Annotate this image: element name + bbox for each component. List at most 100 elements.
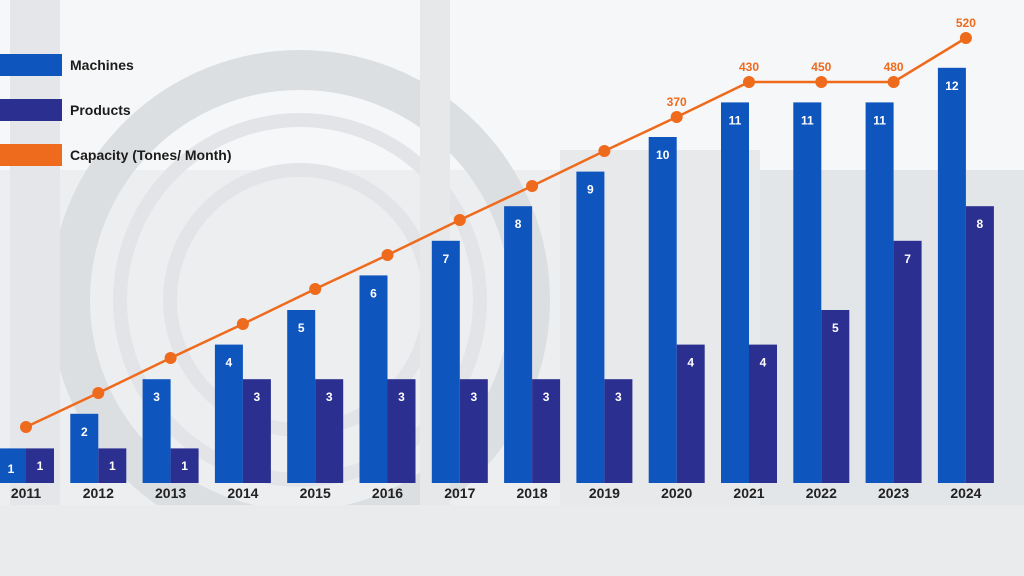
legend-swatch-machines xyxy=(0,54,62,76)
bar-machines-2015 xyxy=(287,310,316,483)
bar-machines-2022 xyxy=(793,102,822,484)
tick-label-2013: 2013 xyxy=(155,485,186,501)
capacity-point-2021 xyxy=(743,76,755,88)
bar-machines-2011 xyxy=(0,448,26,483)
capacity-label-2022: 450 xyxy=(811,60,831,74)
tick-label-2017: 2017 xyxy=(444,485,475,501)
bar-products-2017 xyxy=(459,379,488,483)
label-products-2012: 1 xyxy=(109,459,116,473)
label-products-2023: 7 xyxy=(904,252,911,266)
legend-item-capacity: Capacity (Tones/ Month) xyxy=(0,144,232,166)
tick-label-2016: 2016 xyxy=(372,485,403,501)
label-products-2014: 3 xyxy=(254,390,261,404)
bar-machines-2013 xyxy=(142,379,171,483)
label-machines-2020: 10 xyxy=(656,148,670,162)
tick-label-2018: 2018 xyxy=(517,485,548,501)
bars-layer xyxy=(0,67,994,484)
bar-products-2024 xyxy=(965,206,994,483)
bar-products-2018 xyxy=(532,379,561,483)
capacity-line-layer: 370 430 450 480 520 xyxy=(20,16,976,433)
capacity-label-2023: 480 xyxy=(884,60,904,74)
bar-machines-2019 xyxy=(576,171,605,483)
label-machines-2017: 7 xyxy=(442,252,449,266)
bar-products-2023 xyxy=(893,240,922,483)
label-products-2018: 3 xyxy=(543,390,550,404)
capacity-point-2016 xyxy=(381,249,394,261)
legend-label-capacity: Capacity (Tones/ Month) xyxy=(70,147,232,163)
label-machines-2014: 4 xyxy=(226,356,233,370)
capacity-point-2019 xyxy=(598,145,611,157)
bar-products-2019 xyxy=(604,379,633,483)
capacity-label-2020: 370 xyxy=(667,95,687,109)
capacity-label-2024: 520 xyxy=(956,16,976,30)
bar-products-2020 xyxy=(676,344,705,483)
tick-label-2023: 2023 xyxy=(878,485,909,501)
tick-label-2014: 2014 xyxy=(227,485,258,501)
label-machines-2023: 11 xyxy=(873,113,886,127)
bar-products-2021 xyxy=(749,344,777,483)
bar-machines-2018 xyxy=(504,206,533,483)
x-axis-ticks: 2011 2012 2013 2014 2015 2016 2017 2018 2019 2020… xyxy=(11,485,982,501)
bar-products-2011 xyxy=(26,448,54,483)
capacity-point-2023 xyxy=(887,76,900,88)
label-machines-2016: 6 xyxy=(370,286,377,300)
capacity-point-2014 xyxy=(236,318,249,330)
legend-item-products: Products xyxy=(0,99,232,121)
label-machines-2022: 11 xyxy=(801,113,814,127)
label-machines-2024: 12 xyxy=(945,79,959,93)
label-products-2015: 3 xyxy=(326,390,333,404)
label-products-2019: 3 xyxy=(615,390,622,404)
bar-products-2015 xyxy=(315,379,344,483)
label-products-2017: 3 xyxy=(470,390,477,404)
capacity-point-2011 xyxy=(20,421,32,433)
label-machines-2011: 1 xyxy=(8,462,15,476)
legend-item-machines: Machines xyxy=(0,54,232,76)
bar-products-2013 xyxy=(170,448,199,483)
tick-label-2011: 2011 xyxy=(11,485,42,501)
tick-label-2024: 2024 xyxy=(950,485,981,501)
label-machines-2019: 9 xyxy=(587,183,594,197)
legend-swatch-products xyxy=(0,99,62,121)
bar-products-2016 xyxy=(387,379,416,483)
tick-label-2012: 2012 xyxy=(83,485,114,501)
bar-machines-2024 xyxy=(937,67,966,484)
capacity-point-2020 xyxy=(670,111,683,123)
bar-machines-2021 xyxy=(721,102,749,484)
capacity-point-2022 xyxy=(815,76,828,88)
label-machines-2012: 2 xyxy=(81,425,88,439)
label-products-2016: 3 xyxy=(398,390,405,404)
label-products-2013: 1 xyxy=(181,459,188,473)
tick-label-2019: 2019 xyxy=(589,485,620,501)
label-products-2021: 4 xyxy=(760,356,767,370)
capacity-point-2024 xyxy=(959,32,972,44)
bar-machines-2012 xyxy=(70,413,99,483)
capacity-point-2013 xyxy=(164,352,177,364)
capacity-point-2017 xyxy=(453,214,466,226)
capacity-label-2021: 430 xyxy=(739,60,759,74)
legend-label-products: Products xyxy=(70,102,131,118)
label-products-2022: 5 xyxy=(832,321,839,335)
bar-machines-2020 xyxy=(648,137,677,483)
label-products-2011: 1 xyxy=(37,459,44,473)
label-machines-2013: 3 xyxy=(153,390,160,404)
capacity-line xyxy=(25,36,967,429)
bar-machines-2017 xyxy=(431,240,460,483)
label-machines-2015: 5 xyxy=(298,321,305,335)
capacity-point-2012 xyxy=(92,387,105,399)
label-machines-2021: 11 xyxy=(729,113,742,127)
bar-products-2012 xyxy=(98,448,127,483)
bar-products-2022 xyxy=(821,310,850,483)
tick-label-2020: 2020 xyxy=(661,485,692,501)
legend-label-machines: Machines xyxy=(70,57,134,73)
bar-machines-2014 xyxy=(214,344,243,483)
legend-swatch-capacity xyxy=(0,144,62,166)
label-products-2020: 4 xyxy=(687,356,694,370)
label-products-2024: 8 xyxy=(977,217,984,231)
tick-label-2022: 2022 xyxy=(806,485,837,501)
bar-machines-2016 xyxy=(359,275,388,483)
tick-label-2015: 2015 xyxy=(300,485,331,501)
bar-machines-2023 xyxy=(865,102,894,484)
bar-products-2014 xyxy=(242,379,271,483)
